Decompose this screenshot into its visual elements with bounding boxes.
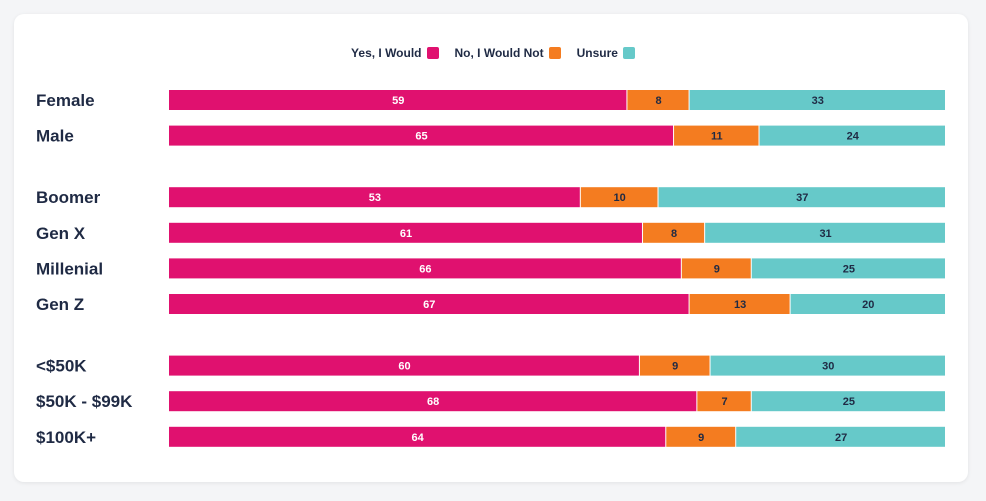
value-label-gen-z-unsure: 20	[862, 299, 874, 311]
bar-gen-x-yes-i-would	[169, 222, 642, 243]
bar-100k-yes-i-would	[169, 426, 666, 447]
value-label-gen-x-no-i-would-not: 8	[671, 228, 677, 240]
bar-50k-99k-yes-i-would	[169, 391, 697, 412]
bar-100k-no-i-would-not	[666, 426, 736, 447]
value-label-gen-z-yes-i-would: 67	[423, 299, 435, 311]
bar-male-unsure	[759, 125, 945, 146]
row-label-100k: $100K+	[36, 428, 96, 447]
value-label-female-no-i-would-not: 8	[655, 95, 661, 107]
legend-swatch-no	[548, 47, 561, 59]
row-label-50k: <$50K	[36, 357, 87, 376]
bar-50k-no-i-would-not	[639, 355, 710, 376]
bar-gen-z-no-i-would-not	[689, 294, 790, 314]
row-label-millenial: Millenial	[36, 259, 103, 278]
bar-boomer-no-i-would-not	[580, 187, 658, 208]
row-label-boomer: Boomer	[36, 188, 101, 207]
legend-label-no: No, I Would Not	[454, 46, 544, 60]
value-label-male-yes-i-would: 65	[415, 131, 427, 143]
bar-boomer-yes-i-would	[169, 187, 580, 208]
bar-50k-unsure	[710, 355, 945, 376]
value-label-50k-no-i-would-not: 9	[672, 361, 678, 373]
value-label-50k-99k-unsure: 25	[843, 396, 855, 408]
row-label-50k-99k: $50K - $99K	[36, 392, 133, 411]
value-label-50k-unsure: 30	[822, 361, 834, 373]
value-label-gen-z-no-i-would-not: 13	[734, 299, 746, 311]
bar-male-no-i-would-not	[674, 125, 759, 146]
value-label-male-unsure: 24	[847, 131, 860, 143]
row-label-gen-z: Gen Z	[36, 295, 84, 314]
legend-swatch-yes	[426, 47, 439, 59]
legend-item-no: No, I Would Not	[455, 46, 561, 60]
value-label-male-no-i-would-not: 11	[711, 131, 723, 143]
value-label-millenial-no-i-would-not: 9	[714, 263, 720, 275]
row-label-male: Male	[36, 127, 74, 146]
bar-gen-z-unsure	[790, 294, 945, 314]
bar-millenial-no-i-would-not	[681, 258, 751, 279]
bar-boomer-unsure	[658, 187, 945, 208]
value-label-gen-x-yes-i-would: 61	[400, 228, 412, 240]
value-label-100k-yes-i-would: 64	[412, 432, 425, 444]
bar-male-yes-i-would	[169, 125, 674, 146]
value-label-millenial-unsure: 25	[843, 263, 855, 275]
value-label-boomer-unsure: 37	[796, 192, 808, 204]
value-label-100k-unsure: 27	[835, 432, 847, 444]
legend: Yes, I Would No, I Would Not Unsure	[0, 46, 986, 60]
bar-gen-x-no-i-would-not	[642, 222, 705, 243]
row-label-female: Female	[36, 91, 95, 110]
legend-label-unsure: Unsure	[576, 46, 618, 60]
bar-millenial-yes-i-would	[169, 258, 681, 279]
value-label-50k-yes-i-would: 60	[398, 361, 410, 373]
bar-female-yes-i-would	[169, 90, 627, 110]
value-label-gen-x-unsure: 31	[819, 228, 831, 240]
value-label-millenial-yes-i-would: 66	[419, 263, 431, 275]
bar-50k-yes-i-would	[169, 355, 639, 376]
legend-item-unsure: Unsure	[577, 46, 635, 60]
bar-50k-99k-unsure	[751, 391, 945, 412]
bar-100k-unsure	[736, 426, 945, 447]
bar-gen-z-yes-i-would	[169, 294, 689, 314]
row-label-gen-x: Gen X	[36, 224, 86, 243]
legend-swatch-unsure	[622, 47, 635, 59]
value-label-100k-no-i-would-not: 9	[698, 432, 704, 444]
legend-item-yes: Yes, I Would	[351, 46, 439, 60]
bar-50k-99k-no-i-would-not	[697, 391, 751, 412]
value-label-50k-99k-no-i-would-not: 7	[721, 396, 727, 408]
legend-label-yes: Yes, I Would	[351, 46, 422, 60]
value-label-boomer-yes-i-would: 53	[369, 192, 381, 204]
value-label-female-yes-i-would: 59	[392, 95, 404, 107]
value-label-female-unsure: 33	[812, 95, 824, 107]
bar-female-unsure	[689, 90, 945, 110]
bar-female-no-i-would-not	[627, 90, 689, 110]
bar-gen-x-unsure	[705, 222, 945, 243]
value-label-50k-99k-yes-i-would: 68	[427, 396, 439, 408]
bar-millenial-unsure	[751, 258, 945, 279]
value-label-boomer-no-i-would-not: 10	[614, 192, 626, 204]
